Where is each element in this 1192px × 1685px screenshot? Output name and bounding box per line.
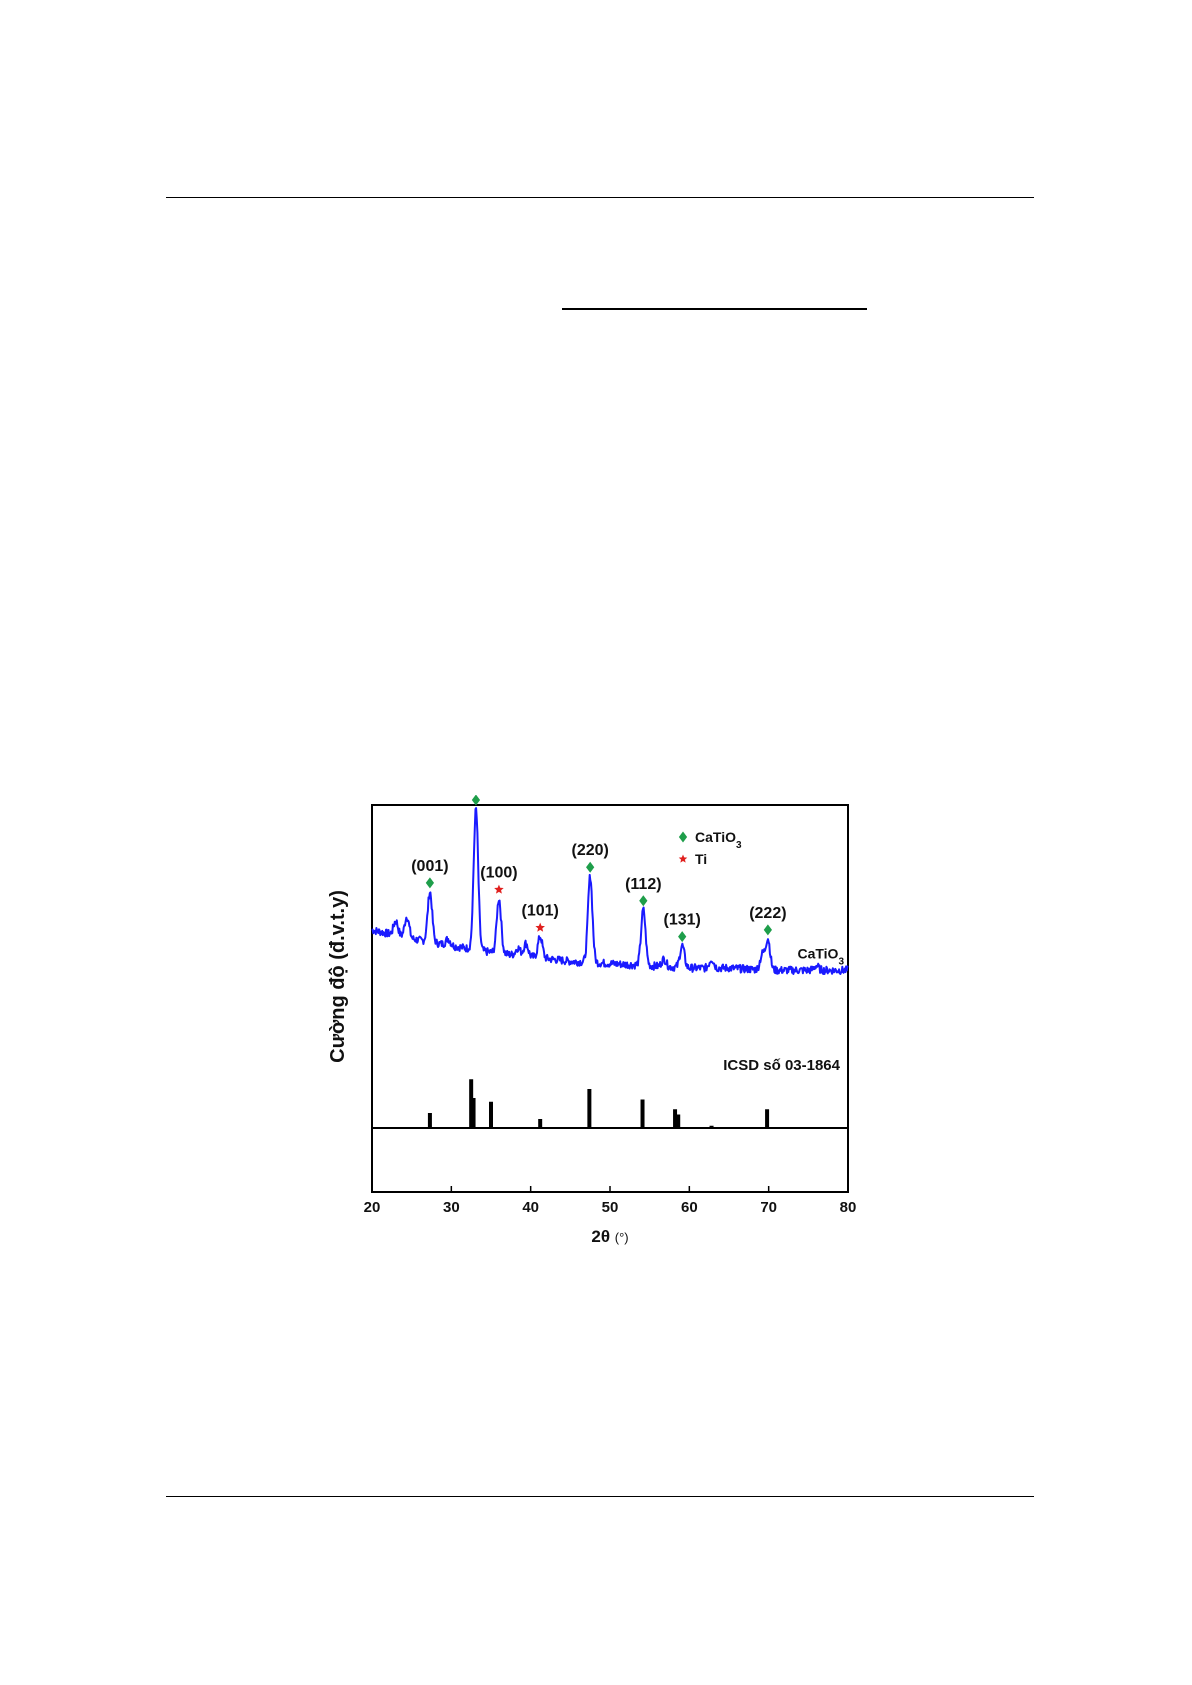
marker-layer [425, 795, 772, 943]
label-layer: (001)(111)(100)(101)(220)(112)(131)(222)… [411, 842, 844, 1074]
pattern-layer [371, 807, 849, 975]
hkl-label: (100) [480, 865, 517, 882]
pattern-series-label: CaTiO3 [797, 945, 844, 967]
xrd-chart: (001)(111)(100)(101)(220)(112)(131)(222)… [327, 795, 856, 1246]
ti-peak-marker [535, 922, 545, 932]
catio3-peak-marker [639, 895, 648, 907]
hkl-label: (001) [411, 858, 448, 875]
hkl-label: (101) [522, 903, 559, 920]
catio3-peak-marker [586, 861, 595, 873]
catio3-peak-marker [763, 924, 772, 936]
reference-label: ICSD số 03-1864 [723, 1057, 840, 1074]
x-tick-label: 40 [522, 1199, 539, 1216]
hkl-label: (112) [625, 876, 661, 893]
legend-ti-label: Ti [695, 851, 707, 867]
catio3-peak-marker [678, 931, 687, 943]
x-tick-label: 60 [681, 1199, 698, 1216]
legend-catio3-marker [678, 831, 688, 843]
title-underline [562, 308, 867, 310]
legend-ti-marker [678, 854, 688, 863]
catio3-peak-marker [471, 795, 481, 806]
hkl-label: (220) [571, 842, 608, 859]
hkl-label: (131) [664, 912, 701, 929]
hkl-label: (222) [749, 905, 786, 922]
x-axis-title: 2θ (°) [591, 1227, 628, 1246]
y-axis-title: Cường độ (đ.v.t.y) [327, 890, 349, 1063]
reference-layer [427, 1079, 770, 1128]
x-tick-label: 70 [760, 1199, 777, 1216]
header-rule [166, 197, 1034, 198]
x-tick-label: 50 [602, 1199, 619, 1216]
x-tick-label: 80 [840, 1199, 857, 1216]
x-tick-label: 20 [364, 1199, 381, 1216]
axis-layer: 20 30 40 50 60 70 80 2θ (°) Cường độ (đ.v.t.y) [327, 890, 856, 1246]
ti-peak-marker [494, 884, 504, 894]
catio3-peak-marker [425, 877, 435, 889]
footer-rule [166, 1496, 1034, 1497]
x-tick-label: 30 [443, 1199, 460, 1216]
legend-catio3-label: CaTiO3 [695, 829, 742, 851]
xrd-figure: (001)(111)(100)(101)(220)(112)(131)(222)… [300, 795, 880, 1255]
xrd-pattern-line [371, 807, 849, 975]
